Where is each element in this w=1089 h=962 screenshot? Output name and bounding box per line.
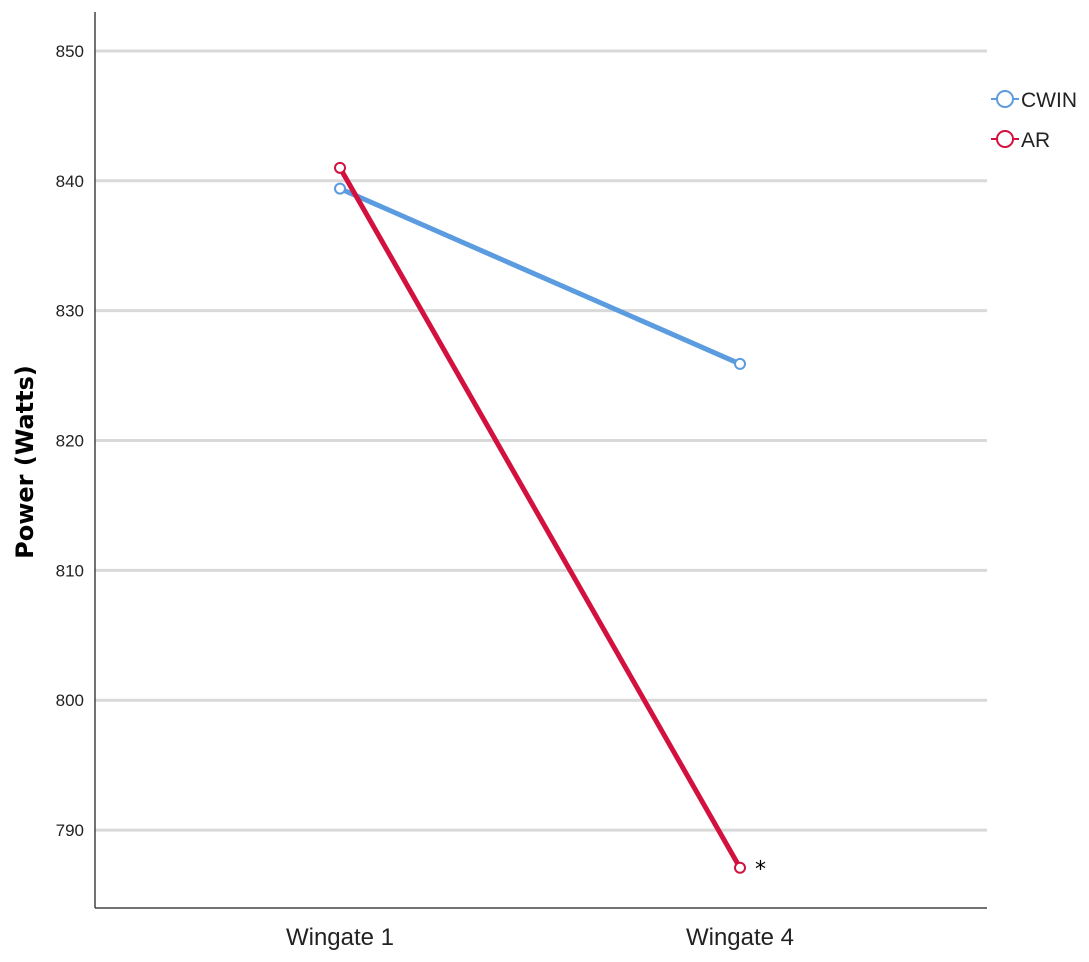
x-tick-labels: Wingate 1 Wingate 4 [286,924,794,951]
y-tick-label: 810 [56,561,84,580]
data-point-cwin-2 [734,357,746,370]
data-point-ar-2 [734,861,746,874]
series [334,161,746,874]
y-axis-title: Power (Watts) [11,365,39,559]
series-line-ar [337,165,743,871]
legend-label-ar: AR [1021,129,1050,152]
legend: CWIN AR [991,89,1077,152]
legend-marker-ar [996,130,1014,148]
y-tick-label: 850 [56,42,84,61]
legend-label-cwin: CWIN [1021,89,1077,112]
legend-marker-cwin [996,90,1014,108]
y-tick-label: 790 [56,821,84,840]
gridlines [95,49,987,832]
y-tick-label: 800 [56,691,84,710]
x-tick-label: Wingate 1 [286,924,394,951]
data-point-cwin-1 [334,182,346,195]
y-tick-label: 840 [56,172,84,191]
y-tick-labels: 790 800 810 820 830 840 850 [56,42,84,840]
annotations: * [755,858,766,883]
axes [94,12,987,909]
y-tick-label: 830 [56,302,84,321]
series-line-cwin [337,186,743,367]
significance-marker: * [755,858,766,883]
x-tick-label: Wingate 4 [686,924,794,951]
y-tick-label: 820 [56,432,84,451]
data-point-ar-1 [334,161,346,174]
